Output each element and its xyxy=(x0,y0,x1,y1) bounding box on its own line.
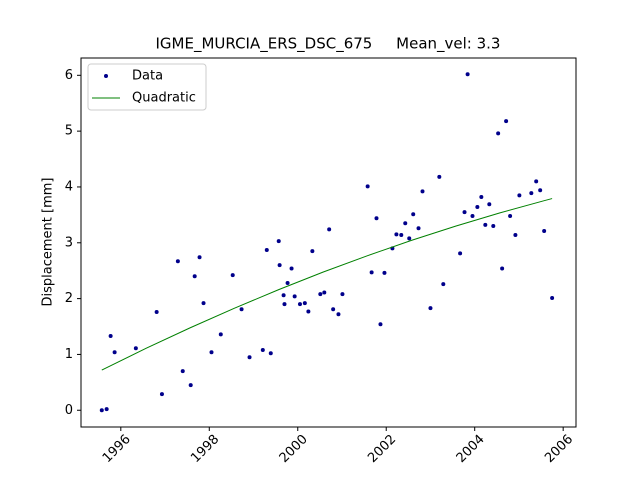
data-point xyxy=(534,179,539,184)
data-point xyxy=(487,202,492,207)
y-tick-label: 4 xyxy=(65,179,73,194)
data-point xyxy=(282,302,287,307)
legend-label: Data xyxy=(132,69,163,84)
data-point xyxy=(327,227,332,232)
x-tick-label: 2004 xyxy=(454,432,488,466)
data-point xyxy=(302,301,307,306)
data-point xyxy=(441,282,446,287)
data-point xyxy=(458,251,463,256)
data-point xyxy=(411,212,416,217)
data-point xyxy=(260,347,265,352)
y-tick-label: 3 xyxy=(65,235,73,250)
data-point xyxy=(407,236,412,241)
plot-frame xyxy=(80,57,577,428)
data-point xyxy=(230,273,235,278)
data-point xyxy=(188,383,193,388)
data-point xyxy=(340,292,345,297)
data-point xyxy=(517,193,522,198)
data-point xyxy=(239,307,244,312)
data-point xyxy=(508,213,513,218)
y-tick-label: 1 xyxy=(65,347,73,362)
data-point xyxy=(209,350,214,355)
data-point xyxy=(462,210,467,215)
data-point xyxy=(529,191,534,196)
data-point xyxy=(394,232,399,237)
data-point xyxy=(277,263,282,268)
data-point xyxy=(281,293,286,298)
data-point xyxy=(475,205,480,210)
data-point xyxy=(104,407,109,412)
data-point xyxy=(289,266,294,271)
x-tick-label: 1998 xyxy=(188,432,222,466)
data-point xyxy=(180,369,185,374)
data-point xyxy=(542,229,547,234)
y-tick-label: 2 xyxy=(65,291,73,306)
data-point xyxy=(99,408,104,413)
data-point xyxy=(513,232,518,237)
data-point xyxy=(365,184,370,189)
data-point xyxy=(479,195,484,200)
data-point xyxy=(538,188,543,193)
data-point xyxy=(496,131,501,136)
x-tick-label: 2000 xyxy=(277,432,311,466)
data-point xyxy=(465,72,470,77)
data-point xyxy=(491,224,496,229)
fit-line xyxy=(101,198,553,371)
data-point xyxy=(470,213,475,218)
y-tick-label: 6 xyxy=(65,68,73,83)
data-point xyxy=(268,351,273,356)
data-point xyxy=(403,221,408,226)
y-tick-label: 5 xyxy=(65,124,73,139)
data-point xyxy=(201,301,206,306)
data-point xyxy=(318,292,323,297)
data-point xyxy=(197,255,202,260)
data-point xyxy=(374,216,379,221)
data-point xyxy=(322,290,327,295)
data-point xyxy=(159,392,164,397)
x-tick-label: 2006 xyxy=(542,432,576,466)
data-point xyxy=(369,270,374,275)
data-point xyxy=(297,302,302,307)
data-point xyxy=(382,270,387,275)
data-point xyxy=(378,322,383,327)
data-point xyxy=(154,310,159,315)
data-point xyxy=(399,232,404,237)
data-point xyxy=(264,248,269,253)
data-point xyxy=(306,309,311,314)
data-point xyxy=(416,226,421,231)
x-tick-label: 1996 xyxy=(100,432,134,466)
data-point xyxy=(292,294,297,299)
data-point xyxy=(108,334,113,339)
data-point xyxy=(504,119,509,124)
data-point xyxy=(247,355,252,360)
data-point xyxy=(336,312,341,317)
data-point xyxy=(428,306,433,311)
legend-label: Quadratic xyxy=(132,91,196,106)
data-point xyxy=(500,266,505,271)
data-point xyxy=(483,222,488,227)
legend-marker xyxy=(104,74,108,78)
y-axis-label: Displacement [mm] xyxy=(41,178,56,307)
chart-title: IGME_MURCIA_ERS_DSC_675 Mean_vel: 3.3 xyxy=(156,35,501,54)
y-tick-label: 0 xyxy=(65,403,73,418)
data-point xyxy=(133,346,138,351)
data-point xyxy=(437,174,442,179)
x-tick-label: 2002 xyxy=(365,432,399,466)
data-point xyxy=(192,274,197,279)
data-point xyxy=(331,307,336,312)
data-point xyxy=(310,249,315,254)
data-point xyxy=(218,332,223,337)
data-point xyxy=(285,280,290,285)
data-point xyxy=(112,350,117,355)
data-point xyxy=(276,239,281,244)
data-point xyxy=(550,296,555,301)
data-point xyxy=(175,259,180,264)
data-point xyxy=(420,189,425,194)
